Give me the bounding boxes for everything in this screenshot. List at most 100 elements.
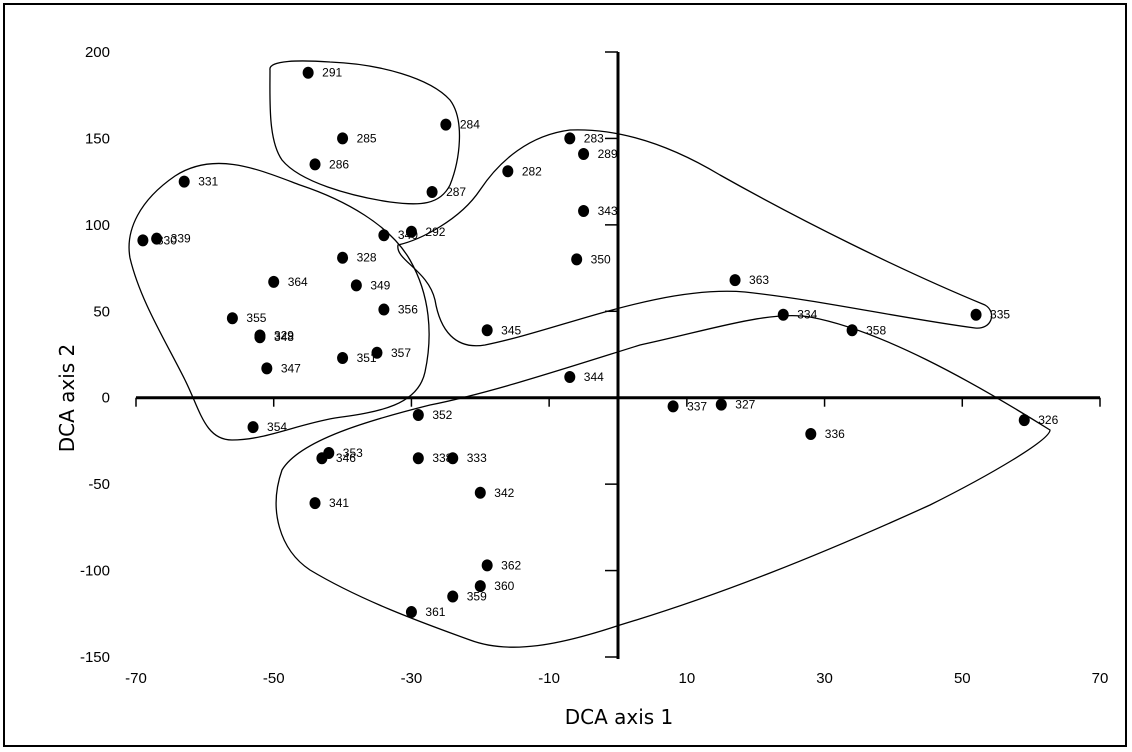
data-point-355 [226, 312, 238, 325]
y-tick-label: 50 [93, 303, 110, 320]
data-point-339 [151, 232, 163, 245]
point-label-348: 348 [274, 330, 294, 344]
point-label-289: 289 [598, 147, 618, 161]
data-point-348 [254, 331, 266, 344]
point-label-347: 347 [281, 361, 301, 375]
point-label-349: 349 [370, 278, 390, 292]
point-label-345: 345 [501, 323, 521, 337]
x-tick-label: 30 [816, 670, 833, 687]
data-point-356 [378, 303, 390, 316]
data-point-357 [371, 346, 383, 359]
point-label-337: 337 [687, 399, 707, 413]
data-point-328 [337, 251, 349, 264]
data-point-289 [578, 147, 590, 160]
y-tick-label: -50 [88, 476, 110, 493]
data-point-338 [412, 452, 424, 465]
point-label-328: 328 [357, 251, 377, 265]
point-label-329: 329 [274, 328, 294, 342]
point-label-351: 351 [357, 351, 377, 365]
point-label-352: 352 [432, 408, 452, 422]
ticks: -70 -50 -30 -10 10 30 50 70 200 150 100 50 0 -50 -100 -… [80, 44, 1108, 687]
point-label-350: 350 [591, 252, 611, 266]
x-axis-title: DCA axis 1 [565, 705, 674, 729]
point-label-287: 287 [446, 185, 466, 199]
axes [136, 52, 1100, 659]
point-label-357: 357 [391, 346, 411, 360]
data-point-364 [268, 275, 280, 288]
data-point-284 [440, 118, 452, 131]
data-point-362 [481, 559, 493, 572]
point-label-344: 344 [584, 370, 604, 384]
point-label-291: 291 [322, 66, 342, 80]
data-point-282 [502, 165, 514, 178]
data-point-361 [405, 606, 417, 619]
group-hull-2 [397, 129, 993, 347]
point-label-342: 342 [494, 486, 514, 500]
point-label-292: 292 [425, 225, 445, 239]
point-label-285: 285 [357, 131, 377, 145]
point-label-333: 333 [467, 451, 487, 465]
x-tick-label: -10 [538, 670, 560, 687]
point-label-336: 336 [825, 427, 845, 441]
group-hull-1 [269, 60, 461, 205]
data-point-343 [578, 205, 590, 218]
data-point-352 [412, 409, 424, 421]
data-point-349 [350, 279, 362, 292]
x-tick-label: 10 [679, 670, 696, 687]
group-hull-3 [128, 162, 430, 441]
point-label-330: 330 [157, 233, 177, 247]
data-point-331 [178, 175, 190, 188]
point-label-331: 331 [198, 175, 218, 189]
data-point-327 [715, 398, 727, 411]
point-label-353: 353 [343, 446, 363, 460]
point-label-341: 341 [329, 496, 349, 510]
x-tick-label: 50 [954, 670, 971, 687]
data-point-337 [667, 400, 679, 413]
point-label-334: 334 [797, 308, 817, 322]
point-label-362: 362 [501, 558, 521, 572]
data-point-363 [729, 274, 741, 287]
x-tick-label: -50 [263, 670, 285, 687]
y-tick-label: 200 [85, 44, 110, 61]
point-labels: 291 284 285 286 287 283 289 282 343 292 340 350 331 3… [157, 66, 1059, 619]
group-hull-4 [275, 314, 1051, 648]
point-label-356: 356 [398, 303, 418, 317]
data-point-341 [309, 497, 321, 510]
point-label-358: 358 [866, 323, 886, 337]
y-tick-label: -100 [80, 563, 110, 580]
data-point-354 [247, 421, 259, 434]
data-point-292 [405, 225, 417, 238]
point-label-326: 326 [1038, 413, 1058, 427]
data-point-351 [337, 351, 349, 364]
data-point-335 [970, 308, 982, 321]
point-label-346: 346 [336, 451, 356, 465]
y-tick-label: 150 [85, 130, 110, 147]
data-point-360 [474, 580, 486, 593]
data-point-342 [474, 486, 486, 499]
data-point-330 [137, 234, 149, 247]
point-label-354: 354 [267, 420, 287, 434]
x-tick-label: -30 [401, 670, 423, 687]
data-point-287 [426, 186, 438, 199]
point-label-283: 283 [584, 131, 604, 145]
point-label-359: 359 [467, 590, 487, 604]
group-hulls [128, 60, 1051, 648]
point-label-339: 339 [171, 232, 191, 246]
x-tick-label: 70 [1092, 670, 1109, 687]
data-point-336 [805, 428, 817, 441]
data-point-347 [261, 362, 273, 375]
data-point-285 [337, 132, 349, 145]
point-label-335: 335 [990, 308, 1010, 322]
y-tick-label: 0 [102, 390, 110, 407]
point-label-355: 355 [246, 311, 266, 325]
point-label-327: 327 [735, 398, 755, 412]
data-point-359 [447, 590, 459, 603]
x-tick-label: -70 [125, 670, 147, 687]
data-point-346 [316, 452, 328, 465]
data-point-358 [846, 324, 858, 337]
data-point-350 [571, 253, 583, 266]
point-label-286: 286 [329, 157, 349, 171]
data-points [137, 66, 1030, 619]
data-point-344 [564, 370, 576, 383]
